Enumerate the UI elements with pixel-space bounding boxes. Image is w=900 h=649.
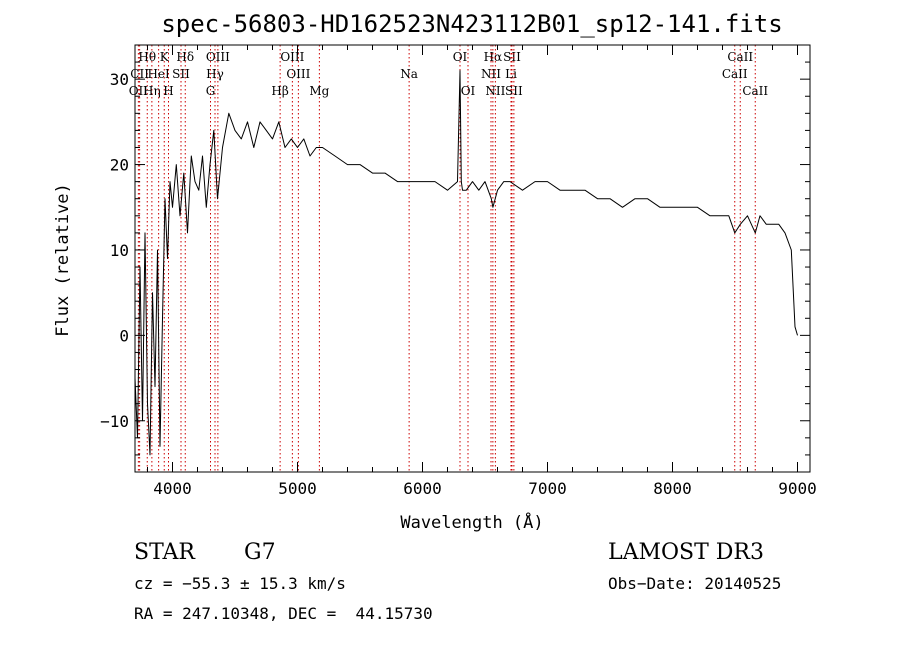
ra-dec-coordinates: RA = 247.10348, DEC = 44.15730 <box>134 604 433 623</box>
line-label-15: Mg <box>309 84 329 98</box>
y-tick-label-10: 10 <box>110 241 129 260</box>
spectrum-line-group <box>134 70 798 456</box>
y-tick-label-20: 20 <box>110 156 129 175</box>
y-axis: −10 0 10 20 30 <box>100 44 810 456</box>
line-label-23: Li <box>505 67 517 81</box>
x-axis: 4000 5000 6000 7000 8000 9000 <box>147 45 817 498</box>
x-axis-label: Wavelength (Å) <box>400 511 543 533</box>
line-label-22: NII <box>485 84 505 98</box>
line-label-14: OIII <box>286 67 310 81</box>
line-label-0: Hθ <box>138 50 156 64</box>
spectrum-series-0 <box>134 70 798 456</box>
line-label-1: OII <box>129 84 149 98</box>
line-label-26: CaII <box>722 67 748 81</box>
chart-title: spec-56803-HD162523N423112B01_sp12-141.f… <box>161 10 782 38</box>
plot-frame <box>134 44 811 473</box>
line-label-5: K <box>160 50 170 64</box>
line-label-9: OIII <box>206 50 230 64</box>
line-label-10: Hγ <box>206 67 224 81</box>
x-tick-label-8000: 8000 <box>653 479 692 498</box>
y-axis-label: Flux (relative) <box>53 183 73 337</box>
line-label-16: Na <box>400 67 418 81</box>
x-tick-label-7000: 7000 <box>528 479 567 498</box>
redshift-cz: cz = −55.3 ± 15.3 km/s <box>134 574 346 593</box>
y-tick-label--10: −10 <box>100 412 129 431</box>
x-tick-label-9000: 9000 <box>778 479 817 498</box>
y-tick-label-0: 0 <box>119 326 129 345</box>
x-tick-label-4000: 4000 <box>153 479 192 498</box>
survey-name: LAMOST DR3 <box>608 540 764 565</box>
line-label-8: Hδ <box>176 50 194 64</box>
x-tick-label-5000: 5000 <box>278 479 317 498</box>
x-tick-label-6000: 6000 <box>403 479 442 498</box>
line-label-27: CaII <box>742 84 768 98</box>
line-label-11: G <box>206 84 216 98</box>
object-class: STAR <box>134 540 195 565</box>
y-tick-label-30: 30 <box>110 70 129 89</box>
line-label-13: OIII <box>280 50 304 64</box>
line-label-24: SII <box>505 84 523 98</box>
observation-date: Obs−Date: 20140525 <box>608 574 782 593</box>
line-label-6: SII <box>172 67 190 81</box>
line-label-18: OI <box>461 84 476 98</box>
line-label-2: Hη <box>143 84 161 98</box>
line-label-12: Hβ <box>271 84 288 98</box>
object-subclass: G7 <box>244 540 276 565</box>
line-label-19: Hα <box>484 50 503 64</box>
line-label-7: H <box>163 84 173 98</box>
line-label-21: NII <box>481 67 501 81</box>
line-label-25: CaII <box>727 50 753 64</box>
line-label-20: SII <box>503 50 521 64</box>
line-label-17: OI <box>453 50 468 64</box>
line-label-4: HeI <box>147 67 170 81</box>
